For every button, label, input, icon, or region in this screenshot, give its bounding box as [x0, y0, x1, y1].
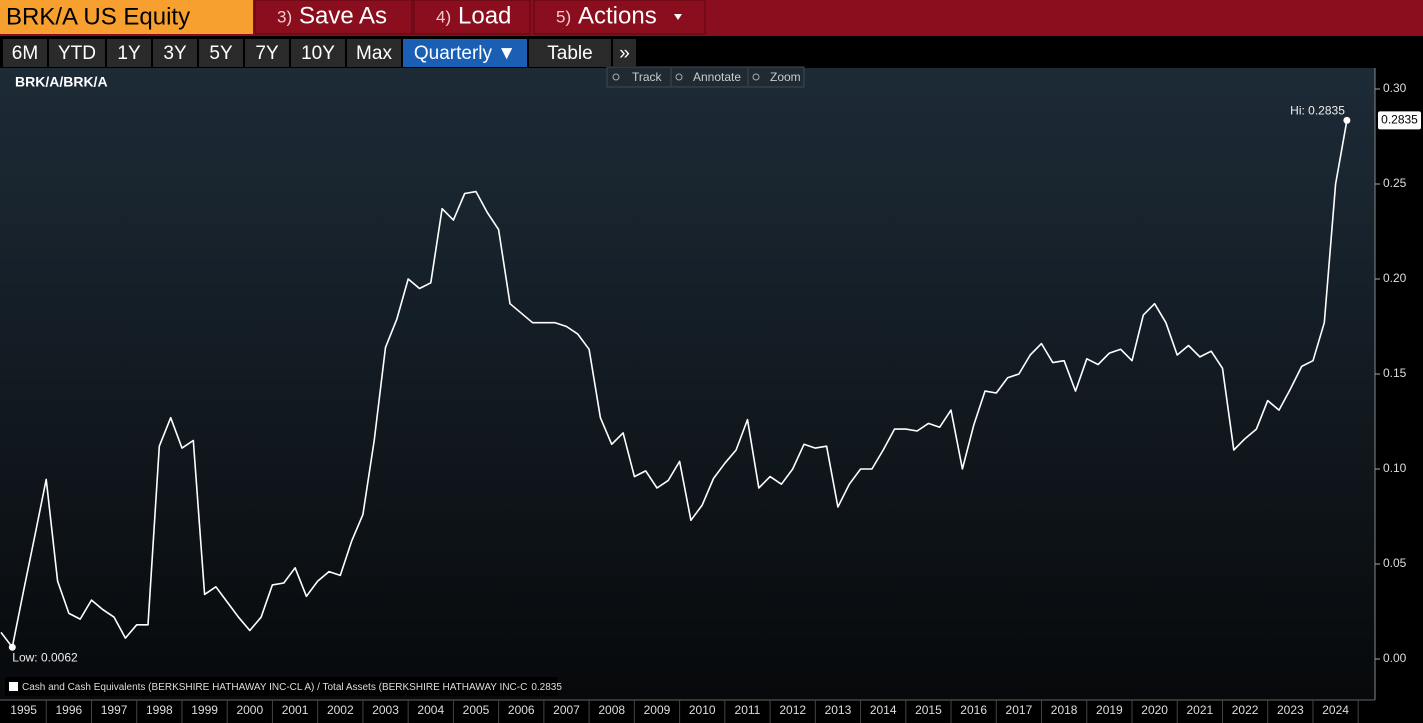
x-tick-label: 1999	[191, 703, 218, 717]
range-button[interactable]	[529, 39, 611, 67]
range-label: 1Y	[117, 43, 141, 64]
range-label: 6M	[12, 43, 38, 64]
range-label: YTD	[58, 43, 96, 64]
range-label: 3Y	[163, 43, 187, 64]
low-point	[8, 643, 16, 651]
ticker-field[interactable]	[0, 0, 253, 34]
x-tick-label: 2015	[915, 703, 942, 717]
x-tick-label: 2022	[1232, 703, 1259, 717]
x-axis-area	[0, 700, 1423, 723]
x-tick-label: 2013	[825, 703, 852, 717]
x-tick-label: 2003	[372, 703, 399, 717]
range-label: 5Y	[209, 43, 233, 64]
menu-button[interactable]	[254, 0, 413, 35]
x-tick-label: 1995	[10, 703, 37, 717]
range-label: Table	[547, 43, 592, 64]
menu-key: 4)	[436, 7, 451, 26]
x-tick-label: 2000	[236, 703, 263, 717]
range-button[interactable]	[107, 39, 151, 67]
menu-button[interactable]	[413, 0, 531, 35]
ticker: BRK/A US Equity	[6, 3, 190, 30]
high-label: Hi: 0.2835	[1290, 104, 1345, 118]
legend-entry: Cash and Cash Equivalents (BERKSHIRE HAT…	[22, 682, 562, 693]
high-point	[1343, 116, 1351, 124]
menu-label: Load	[458, 2, 511, 29]
menu-key: 5)	[556, 7, 571, 26]
x-tick-label: 2008	[598, 703, 625, 717]
range-button[interactable]	[199, 39, 243, 67]
tool-icon	[752, 73, 760, 81]
x-tick-label: 2018	[1051, 703, 1078, 717]
last-value-box	[1378, 111, 1421, 130]
y-tick-label: 0.25	[1383, 176, 1407, 190]
x-tick-label: 2020	[1141, 703, 1168, 717]
range-button[interactable]	[403, 39, 527, 67]
range-button[interactable]	[347, 39, 401, 67]
x-tick-label: 2005	[463, 703, 490, 717]
tool-icon	[675, 73, 683, 81]
x-tick-label: 2009	[644, 703, 671, 717]
range-label: 10Y	[301, 43, 335, 64]
x-tick-label: 2019	[1096, 703, 1123, 717]
range-button[interactable]	[245, 39, 289, 67]
range-button[interactable]	[291, 39, 345, 67]
x-tick-label: 2012	[779, 703, 806, 717]
tool-label[interactable]: Track	[632, 70, 663, 84]
y-axis-area	[1375, 68, 1423, 700]
range-label: Max	[356, 43, 392, 64]
chart-toolbar	[606, 66, 805, 88]
x-tick-label: 2016	[960, 703, 987, 717]
menu-key: 3)	[277, 7, 292, 26]
x-tick-label: 2002	[327, 703, 354, 717]
x-tick-label: 2010	[689, 703, 716, 717]
x-tick-label: 2014	[870, 703, 897, 717]
menu-label: Save As	[299, 2, 387, 29]
menu-label: Actions	[578, 2, 657, 29]
y-tick-label: 0.20	[1383, 271, 1407, 285]
legend-box	[5, 677, 558, 696]
x-tick-label: 2024	[1322, 703, 1349, 717]
legend-value: 0.2835	[531, 682, 562, 693]
x-tick-label: 2011	[735, 703, 761, 717]
y-tick-label: 0.10	[1383, 461, 1407, 475]
tool-label[interactable]: Annotate	[693, 70, 741, 84]
range-label: »	[619, 43, 630, 64]
x-tick-label: 1997	[101, 703, 128, 717]
range-button[interactable]	[3, 39, 47, 67]
range-button[interactable]	[49, 39, 105, 67]
tool-label[interactable]: Zoom	[770, 70, 801, 84]
x-tick-label: 2017	[1006, 703, 1033, 717]
plot-area	[0, 68, 1375, 700]
x-tick-label: 2001	[282, 703, 309, 717]
y-tick-label: 0.15	[1383, 366, 1407, 380]
range-label: Quarterly ▼	[414, 43, 516, 64]
x-tick-label: 1996	[56, 703, 83, 717]
legend-name: Cash and Cash Equivalents (BERKSHIRE HAT…	[22, 682, 527, 693]
range-button[interactable]	[153, 39, 197, 67]
x-tick-label: 1998	[146, 703, 173, 717]
tool-icon	[612, 73, 620, 81]
chart-title: BRK/A/BRK/A	[15, 74, 108, 90]
x-tick-label: 2023	[1277, 703, 1304, 717]
x-tick-label: 2006	[508, 703, 535, 717]
range-button[interactable]	[613, 39, 636, 67]
x-tick-label: 2021	[1187, 703, 1214, 717]
range-label: 7Y	[255, 43, 279, 64]
low-label: Low: 0.0062	[12, 650, 78, 664]
y-tick-label: 0.05	[1383, 556, 1407, 570]
x-tick-label: 2004	[417, 703, 444, 717]
x-tick-label: 2007	[553, 703, 580, 717]
series-line	[0, 120, 1348, 648]
legend-swatch	[9, 682, 18, 691]
y-tick-label: 0.00	[1383, 651, 1407, 665]
last-value-label: 0.2835	[1381, 113, 1418, 127]
dropdown-arrow	[674, 14, 682, 20]
y-tick-label: 0.30	[1383, 81, 1407, 95]
